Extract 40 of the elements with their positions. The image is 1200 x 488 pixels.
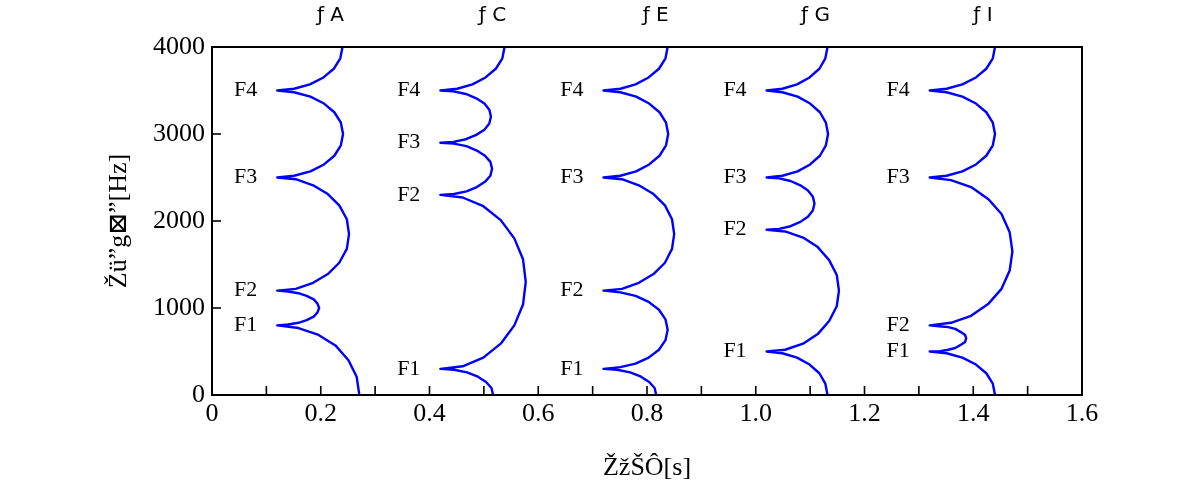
series-label: ƒ A: [314, 2, 345, 27]
x-axis-title: ŽžŠÔ[s]: [602, 452, 692, 482]
annotation: F4: [234, 76, 258, 102]
annotation: F3: [886, 163, 910, 189]
y-tick-label: 3000: [153, 117, 205, 147]
annotation: F4: [723, 76, 747, 102]
series-label: ƒ G: [799, 2, 830, 27]
x-tick-label: 1.0: [739, 398, 772, 428]
y-tick-label: 4000: [153, 30, 205, 60]
annotation: F1: [723, 337, 747, 363]
series-label: ƒ C: [476, 2, 507, 27]
x-tick-label: 0.2: [304, 398, 337, 428]
annotation: F1: [886, 337, 910, 363]
annotation: F2: [723, 215, 747, 241]
x-tick-label: 1.4: [957, 398, 990, 428]
annotation: F2: [397, 180, 421, 206]
annotation: F2: [560, 276, 584, 302]
annotation: F4: [560, 76, 584, 102]
y-tick-label: 0: [192, 378, 205, 408]
annotation: F1: [560, 354, 584, 380]
x-tick-label: 0.8: [630, 398, 664, 428]
annotation: F3: [560, 163, 584, 189]
annotation: F2: [234, 276, 258, 302]
annotation: F3: [234, 163, 258, 189]
series-label: ƒ I: [971, 2, 993, 27]
annotation: F1: [397, 354, 421, 380]
x-tick-label: 1.6: [1065, 398, 1099, 428]
annotation: F2: [886, 311, 910, 337]
annotation: F1: [234, 311, 258, 337]
x-tick-label: 0.6: [522, 398, 555, 428]
series-label: ƒ E: [640, 2, 669, 27]
x-tick-label: 1.2: [848, 398, 881, 428]
annotation: F4: [886, 76, 910, 102]
y-tick-label: 1000: [153, 291, 205, 321]
annotation: F4: [397, 76, 421, 102]
y-tick-label: 2000: [153, 204, 205, 234]
annotation: F3: [397, 128, 421, 154]
x-tick-label: 0.4: [413, 398, 446, 428]
annotation: F3: [723, 163, 747, 189]
y-axis-title: Žü”g⊠”[Hz]: [103, 153, 133, 289]
